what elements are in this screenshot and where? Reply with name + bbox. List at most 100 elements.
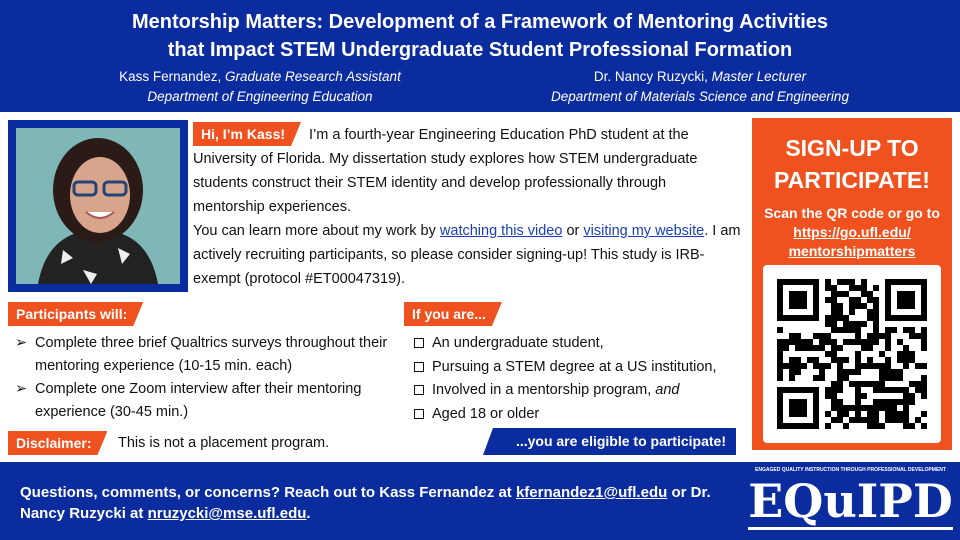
qr-module [873, 285, 879, 291]
qr-module [843, 327, 849, 333]
qr-module [855, 417, 861, 423]
qr-module [915, 417, 921, 423]
qr-module [915, 363, 921, 369]
qr-module [831, 399, 837, 405]
qr-module [885, 369, 891, 375]
qr-module [777, 363, 783, 369]
qr-module [837, 387, 843, 393]
qr-module [849, 321, 855, 327]
qr-module [873, 315, 879, 321]
eligibility-item: An undergraduate student, [412, 332, 747, 356]
qr-module [897, 351, 903, 357]
qr-module [831, 291, 837, 297]
qr-module [837, 327, 843, 333]
qr-module [897, 375, 903, 381]
qr-module [855, 369, 861, 375]
qr-module [897, 291, 915, 309]
qr-module [861, 345, 867, 351]
qr-module [855, 297, 861, 303]
qr-module [879, 363, 885, 369]
qr-module [777, 351, 783, 357]
qr-module [837, 411, 843, 417]
qr-module [885, 399, 891, 405]
signup-url[interactable]: https://go.ufl.edu/ [793, 224, 911, 240]
qr-module [825, 297, 831, 303]
qr-module [789, 339, 795, 345]
qr-code[interactable] [763, 265, 941, 443]
qr-module [885, 375, 891, 381]
qr-module [861, 393, 867, 399]
qr-module [909, 333, 915, 339]
qr-module [777, 369, 783, 375]
qr-module [897, 369, 903, 375]
qr-module [849, 339, 855, 345]
qr-module [885, 357, 891, 363]
photo [8, 120, 188, 292]
signup-instruction: Scan the QR code or go to [764, 205, 940, 221]
qr-module [885, 411, 891, 417]
qr-module [867, 345, 873, 351]
qr-module [861, 417, 867, 423]
website-link[interactable]: visiting my website [583, 223, 705, 239]
qr-module [855, 285, 861, 291]
qr-module [915, 387, 921, 393]
qr-module [777, 345, 783, 351]
qr-module [849, 285, 855, 291]
qr-module [831, 303, 837, 309]
qr-module [873, 387, 879, 393]
qr-module [837, 417, 843, 423]
qr-module [813, 345, 819, 351]
qr-module [879, 423, 885, 429]
qr-module [921, 411, 927, 417]
qr-module [897, 411, 903, 417]
email-link[interactable]: kfernandez1@ufl.edu [515, 484, 668, 501]
qr-module [831, 345, 837, 351]
qr-module [861, 381, 867, 387]
qr-module [855, 411, 861, 417]
qr-module [921, 387, 927, 393]
qr-module [783, 345, 789, 351]
intro-text: or [562, 223, 584, 239]
qr-module [867, 309, 873, 315]
qr-module [861, 321, 867, 327]
qr-module [879, 375, 885, 381]
author-role: Master Lecturer [711, 69, 807, 84]
qr-module [867, 417, 873, 423]
qr-module [789, 357, 795, 363]
qr-module [885, 333, 891, 339]
header: Mentorship Matters: Development of a Fra… [0, 0, 960, 112]
qr-module [867, 297, 873, 303]
qr-module [831, 393, 837, 399]
eligible-banner: ...you are eligible to participate! [483, 428, 736, 455]
qr-module [849, 279, 855, 285]
email-link[interactable]: nruzycki@mse.ufl.edu [147, 505, 307, 522]
qr-module [891, 417, 897, 423]
qr-module [831, 381, 837, 387]
qr-module [849, 309, 855, 315]
qr-module [873, 321, 879, 327]
qr-module [885, 417, 891, 423]
video-link[interactable]: watching this video [439, 223, 563, 239]
signup-url[interactable]: mentorshipmatters [788, 243, 916, 259]
qr-module [849, 303, 855, 309]
qr-module [825, 321, 831, 327]
qr-module [825, 387, 831, 393]
qr-module [777, 327, 783, 333]
qr-module [873, 411, 879, 417]
qr-module [915, 381, 921, 387]
qr-module [831, 285, 837, 291]
qr-module [825, 279, 831, 285]
qr-module [843, 369, 849, 375]
qr-module [849, 297, 855, 303]
qr-module [837, 345, 843, 351]
qr-module [795, 369, 801, 375]
qr-module [861, 303, 867, 309]
qr-module [879, 369, 885, 375]
qr-module [903, 327, 909, 333]
qr-module [897, 339, 903, 345]
footer-text: Questions, comments, or concerns? Reach … [20, 482, 720, 524]
qr-module [825, 351, 831, 357]
qr-module [855, 321, 861, 327]
qr-module [855, 339, 861, 345]
qr-module [837, 369, 843, 375]
